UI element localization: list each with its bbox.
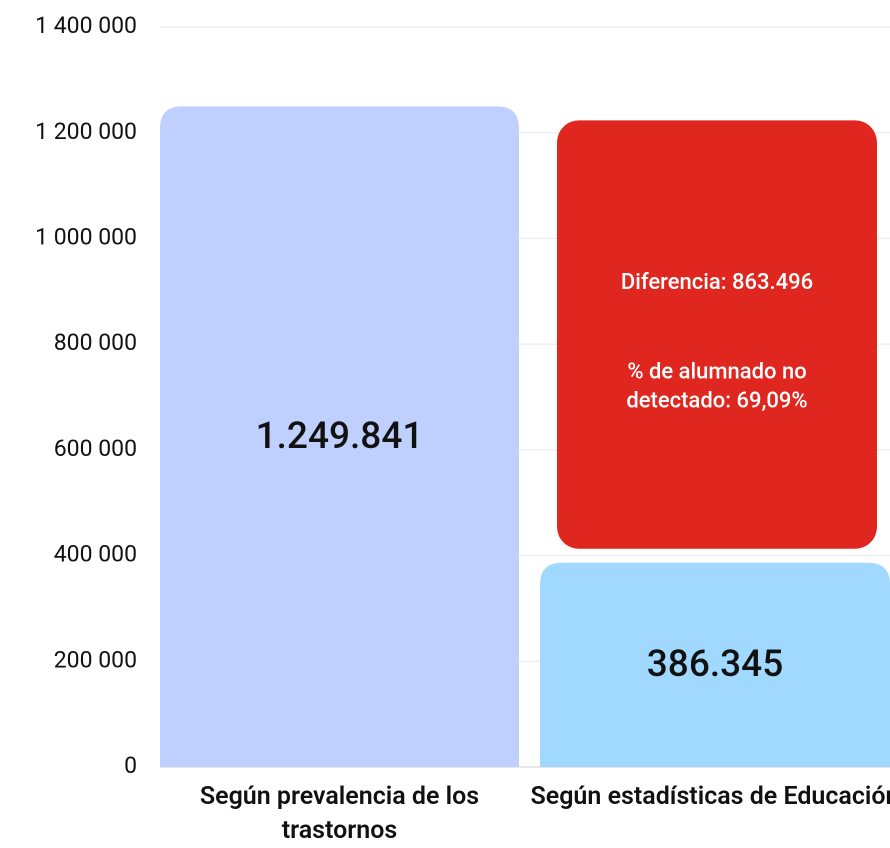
- y-tick-label: 400 000: [54, 541, 137, 568]
- value-label: Diferencia: 863.496: [620, 269, 814, 295]
- value-label: 1.249.841: [255, 414, 424, 458]
- bar: [160, 106, 519, 768]
- bar: [540, 562, 890, 767]
- annotation: % de alumnado no detectado: 69,09%: [626, 358, 808, 414]
- bar: [557, 120, 877, 549]
- y-tick-label: 1 000 000: [35, 224, 137, 251]
- y-tick-label: 200 000: [54, 646, 137, 673]
- y-tick-label: 0: [124, 752, 137, 779]
- x-tick-label: Según estadísticas de Educación: [530, 782, 890, 811]
- y-tick-label: 1 200 000: [35, 118, 137, 145]
- y-tick-label: 600 000: [54, 435, 137, 462]
- x-tick-label: Según prevalencia de los trastornos: [199, 782, 480, 845]
- value-label: 386.345: [646, 642, 784, 686]
- y-tick-label: 1 400 000: [35, 12, 137, 39]
- y-tick-label: 800 000: [54, 329, 137, 356]
